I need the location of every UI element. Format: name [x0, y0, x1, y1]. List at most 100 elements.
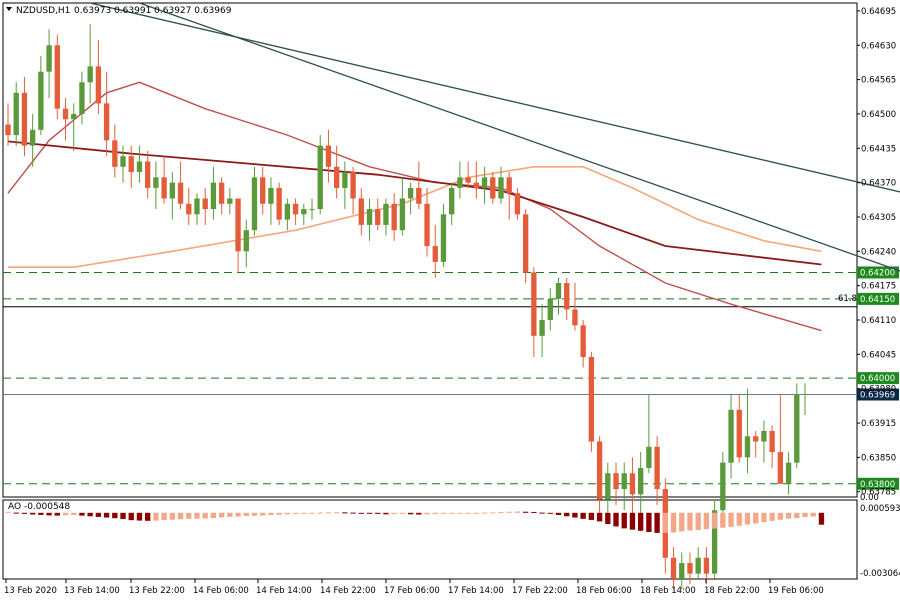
ao-bar — [177, 512, 184, 520]
candle-body — [38, 71, 44, 130]
ao-label: AO -0.000548 — [8, 502, 70, 512]
candle-body — [268, 187, 274, 204]
ao-bar — [670, 512, 677, 533]
ao-bar — [13, 512, 19, 514]
ao-scale-top: 0.000593 — [860, 504, 900, 514]
candle-body — [309, 209, 315, 211]
current-price-tag: 0.63969 — [860, 391, 895, 401]
ao-bar — [366, 512, 373, 514]
candle-body — [572, 309, 578, 326]
candle-body — [629, 473, 636, 495]
ao-bar — [350, 512, 356, 514]
time-tick-label: 14 Feb 06:00 — [193, 586, 249, 596]
time-tick-label: 19 Feb 06:00 — [768, 586, 824, 596]
price-tick-label: 0.64305 — [861, 213, 896, 223]
candle-body — [736, 409, 742, 458]
candle-body — [79, 82, 85, 114]
trendline — [139, 2, 900, 272]
candle-body — [46, 45, 52, 72]
trendlines-layer[interactable] — [90, 2, 900, 275]
ao-bar — [753, 512, 759, 524]
candle-body — [407, 187, 414, 199]
ao-bar — [202, 512, 208, 519]
candle-body — [112, 140, 118, 167]
time-axis: 13 Feb 2020 13 Feb 14:00 13 Feb 22:00 14 Fe… — [4, 579, 824, 596]
candle-body — [153, 177, 159, 188]
candle-body — [399, 198, 406, 231]
level-tag-bg — [857, 372, 899, 385]
candle-body — [670, 557, 677, 579]
candle-body — [301, 209, 307, 215]
candle-body — [646, 446, 652, 468]
candle-body — [227, 198, 233, 204]
candle-body — [432, 246, 438, 262]
time-tick-label: 17 Feb 14:00 — [448, 586, 504, 596]
ao-bar — [383, 512, 389, 515]
time-tick-label: 17 Feb 22:00 — [512, 586, 568, 596]
ao-bar — [120, 512, 126, 520]
candle-body — [218, 182, 225, 204]
candle-body — [169, 182, 176, 199]
candle-body — [128, 156, 134, 173]
ao-bar — [38, 512, 44, 515]
ao-bar — [687, 512, 693, 531]
ao-bar — [621, 512, 627, 529]
candle-body — [720, 462, 726, 511]
candle-body — [251, 177, 258, 231]
ao-bar — [399, 512, 406, 514]
ao-bar — [128, 512, 134, 521]
ao-bar — [695, 512, 701, 530]
ao-bar — [145, 512, 151, 521]
price-tick-label: 0.64370 — [861, 179, 896, 189]
time-tick-label: 14 Feb 22:00 — [320, 586, 376, 596]
candle-body — [679, 563, 685, 579]
candle-body — [522, 214, 529, 273]
ao-scale-zero: 0.00 — [860, 493, 879, 503]
candle-body — [87, 66, 93, 83]
ao-bar — [391, 512, 397, 515]
price-tick-label: 0.64240 — [861, 247, 896, 257]
ao-bar — [62, 512, 69, 516]
ao-bar — [260, 512, 266, 516]
candle-body — [391, 203, 397, 231]
candle-body — [375, 209, 381, 225]
ao-bar — [465, 512, 471, 514]
ao-bar — [54, 512, 60, 516]
candle-body — [5, 124, 11, 136]
candle-body — [687, 563, 693, 574]
ao-bar — [407, 512, 414, 515]
price-tick-label: 0.64045 — [861, 350, 896, 360]
candle-body — [333, 166, 340, 188]
ao-bar — [284, 512, 291, 515]
ao-bar — [588, 512, 595, 520]
candle-body — [103, 103, 110, 141]
candle-body — [490, 177, 496, 199]
level-tag: 0.64200 — [860, 268, 895, 278]
candle-body — [21, 92, 28, 146]
symbol-dropdown-icon[interactable] — [6, 7, 12, 11]
ao-bar — [457, 512, 463, 514]
candle-body — [95, 66, 102, 104]
candle-body — [260, 177, 266, 204]
ao-bar — [449, 512, 455, 514]
ao-bar — [375, 512, 381, 514]
indicator-panel[interactable] — [2, 499, 858, 580]
candle-body — [580, 325, 586, 357]
candle-body — [440, 214, 447, 262]
candle-body — [276, 187, 282, 220]
candle-body — [711, 510, 718, 574]
candle-body — [13, 92, 19, 136]
ao-bar — [498, 511, 504, 513]
ao-bar — [416, 512, 422, 515]
candle-body — [802, 393, 808, 395]
ao-bar — [251, 512, 258, 516]
ao-bar — [777, 512, 784, 520]
candle-body — [457, 177, 463, 188]
ao-bar — [596, 512, 603, 522]
candle-body — [514, 193, 521, 215]
price-tick-label: 0.63980 — [861, 385, 896, 395]
current-price-tag-bg — [857, 388, 899, 401]
ao-bar — [802, 512, 808, 518]
ao-bar — [728, 512, 734, 527]
